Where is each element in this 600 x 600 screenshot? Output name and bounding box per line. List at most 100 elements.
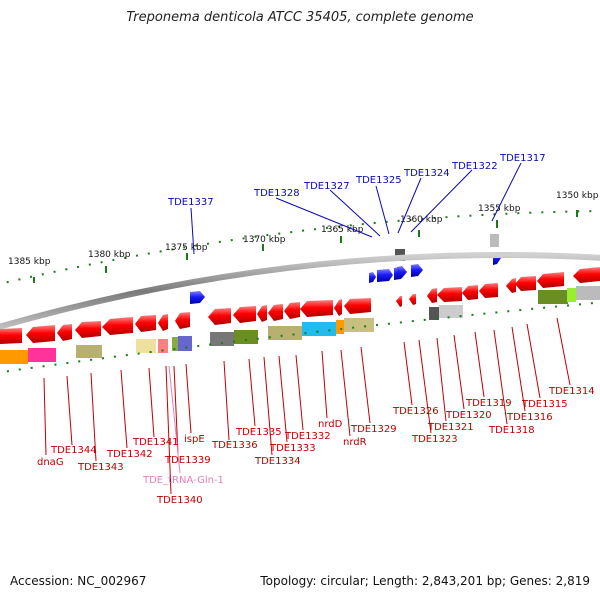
domain-band <box>136 339 156 353</box>
gene-tde1316[interactable] <box>506 278 516 293</box>
leader-tde1323 <box>418 339 432 434</box>
gene-tde1332[interactable] <box>284 302 300 319</box>
label-tde1322[interactable]: TDE1322 <box>451 161 498 172</box>
gene-dnag[interactable] <box>0 328 22 344</box>
inner-scale-ring <box>0 301 600 374</box>
leader-nrdd <box>321 350 328 419</box>
gene-tde1329[interactable] <box>344 298 371 314</box>
gene-tde1326[interactable] <box>396 296 402 307</box>
domain-band <box>0 350 28 364</box>
label-tde1319[interactable]: TDE1319 <box>465 398 512 409</box>
domain-band <box>172 337 178 351</box>
label-tde1315[interactable]: TDE1315 <box>521 399 568 410</box>
outer-scale-ring <box>0 210 600 285</box>
domain-band <box>538 290 568 304</box>
leader-tde1342 <box>120 369 128 449</box>
scale-label: 1350 kbp <box>556 191 599 201</box>
label-tde1329[interactable]: TDE1329 <box>350 424 397 435</box>
bottom-leaders <box>43 317 571 495</box>
label-tde1317[interactable]: TDE1317 <box>499 153 546 164</box>
bottom-gene-labels: dnaG TDE1344 TDE1343 TDE1342 TDE1341 TDE… <box>37 386 595 506</box>
label-tde1327[interactable]: TDE1327 <box>303 181 350 192</box>
leader-tde1317 <box>491 162 522 222</box>
gene-tde1335[interactable] <box>233 306 256 323</box>
label-tde1321[interactable]: TDE1321 <box>427 422 474 433</box>
label-tde1337[interactable]: TDE1337 <box>167 197 214 208</box>
label-tde1341[interactable]: TDE1341 <box>132 437 179 448</box>
gene-tde1322[interactable] <box>411 264 423 277</box>
gene-tde1315[interactable] <box>515 276 536 291</box>
gene-tde1341[interactable] <box>102 317 133 335</box>
leader-tde1344 <box>66 375 73 446</box>
leader-tde1332 <box>295 354 304 431</box>
gene-nrdd[interactable] <box>300 300 333 317</box>
gene-tde1328[interactable] <box>369 272 376 283</box>
top-leaders <box>190 162 522 255</box>
label-tde1326[interactable]: TDE1326 <box>392 406 439 417</box>
label-tde1333[interactable]: TDE1333 <box>269 443 316 454</box>
label-tde1340[interactable]: TDE1340 <box>156 495 203 506</box>
gene-tde1340[interactable] <box>135 315 156 332</box>
leader-tde1337 <box>190 207 195 255</box>
leader-tde1326 <box>403 341 413 406</box>
gene-tde1334[interactable] <box>257 305 267 322</box>
label-tde1343[interactable]: TDE1343 <box>77 462 124 473</box>
gene-tde1327[interactable] <box>377 269 393 282</box>
gene-tde1333[interactable] <box>268 304 283 321</box>
domain-band <box>576 286 600 300</box>
leader-dnag <box>43 377 47 456</box>
scale-label: 1365 kbp <box>321 225 364 235</box>
label-nrdd[interactable]: nrdD <box>318 419 343 430</box>
gene-tde1343[interactable] <box>57 324 72 341</box>
label-tde1335[interactable]: TDE1335 <box>235 427 282 438</box>
label-nrdr[interactable]: nrdR <box>343 437 367 448</box>
label-tde1334[interactable]: TDE1334 <box>254 456 301 467</box>
gene-tde1337[interactable] <box>190 291 205 304</box>
scale-label: 1360 kbp <box>400 215 443 225</box>
label-tde1325[interactable]: TDE1325 <box>355 175 402 186</box>
gene-tde1339[interactable] <box>158 314 168 331</box>
label-tde1344[interactable]: TDE1344 <box>50 445 97 456</box>
label-dnag[interactable]: dnaG <box>37 457 64 468</box>
label-tde1314[interactable]: TDE1314 <box>548 386 595 397</box>
scale-label: 1355 kbp <box>478 204 521 214</box>
label-tde1320[interactable]: TDE1320 <box>445 410 492 421</box>
gene-tde1321[interactable] <box>427 288 437 303</box>
gene-tde1324[interactable] <box>397 266 407 279</box>
domain-band <box>210 332 234 346</box>
domain-band <box>28 348 56 362</box>
leader-tde1341 <box>148 367 155 438</box>
label-tde1323[interactable]: TDE1323 <box>411 434 458 445</box>
gene-tde1342[interactable] <box>75 321 101 338</box>
gene-tde1323[interactable] <box>409 294 416 305</box>
label-tde1342[interactable]: TDE1342 <box>106 449 153 460</box>
domain-band <box>344 318 374 332</box>
gene-tde1318[interactable] <box>479 283 498 298</box>
leader-tde1319 <box>474 331 485 398</box>
label-tde1318[interactable]: TDE1318 <box>488 425 535 436</box>
gene-nrdr[interactable] <box>334 299 342 316</box>
leader-tde1339 <box>173 365 179 455</box>
label-ispe[interactable]: ispE <box>184 434 205 445</box>
label-tde1328[interactable]: TDE1328 <box>253 188 300 199</box>
label-tde1336[interactable]: TDE1336 <box>211 440 258 451</box>
gene-tde1319[interactable] <box>462 285 478 300</box>
gene-red-edge[interactable] <box>573 267 600 283</box>
gene-tde1314[interactable] <box>537 272 564 288</box>
label-tde1324[interactable]: TDE1324 <box>403 168 450 179</box>
domain-band <box>429 307 439 320</box>
leader-tde1343 <box>90 372 97 462</box>
label-tde1316[interactable]: TDE1316 <box>506 412 553 423</box>
label-trna-gln-1[interactable]: TDE_tRNA-Gln-1 <box>142 475 224 486</box>
gene-ispe[interactable] <box>175 312 190 329</box>
gene-tde1336[interactable] <box>208 308 231 325</box>
gene-tde1344[interactable] <box>26 325 55 343</box>
reverse-genes <box>0 267 600 344</box>
top-gene-labels: TDE1337 TDE1328 TDE1327 TDE1325 TDE1324 … <box>167 153 546 208</box>
gene-tde1320[interactable] <box>437 287 462 302</box>
leader-ispe <box>185 363 192 434</box>
label-tde1339[interactable]: TDE1339 <box>164 455 211 466</box>
domain-band <box>76 345 102 358</box>
label-tde1332[interactable]: TDE1332 <box>284 431 331 442</box>
